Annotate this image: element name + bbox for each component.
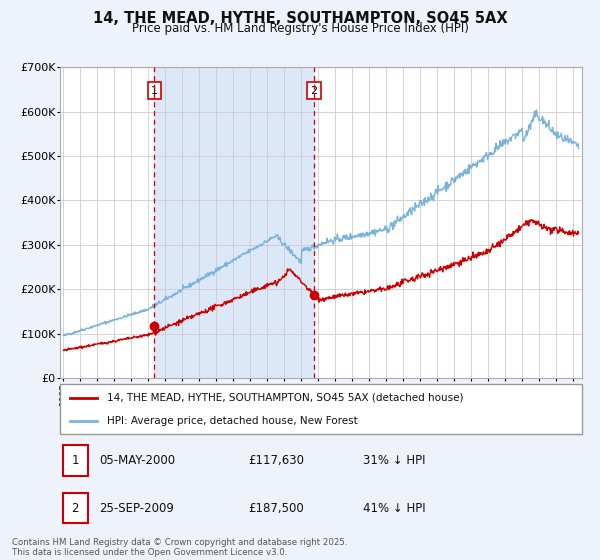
Text: 1: 1: [151, 86, 158, 96]
Text: Price paid vs. HM Land Registry's House Price Index (HPI): Price paid vs. HM Land Registry's House …: [131, 22, 469, 35]
Text: 14, THE MEAD, HYTHE, SOUTHAMPTON, SO45 5AX (detached house): 14, THE MEAD, HYTHE, SOUTHAMPTON, SO45 5…: [107, 393, 463, 403]
Text: 1: 1: [71, 454, 79, 467]
FancyBboxPatch shape: [62, 445, 88, 476]
Text: £117,630: £117,630: [248, 454, 304, 467]
Text: 41% ↓ HPI: 41% ↓ HPI: [363, 502, 425, 515]
Text: 31% ↓ HPI: 31% ↓ HPI: [363, 454, 425, 467]
Text: 2: 2: [71, 502, 79, 515]
Text: 2: 2: [310, 86, 317, 96]
Text: 25-SEP-2009: 25-SEP-2009: [99, 502, 174, 515]
Text: £187,500: £187,500: [248, 502, 304, 515]
FancyBboxPatch shape: [62, 493, 88, 524]
Text: HPI: Average price, detached house, New Forest: HPI: Average price, detached house, New …: [107, 416, 358, 426]
Text: Contains HM Land Registry data © Crown copyright and database right 2025.
This d: Contains HM Land Registry data © Crown c…: [12, 538, 347, 557]
FancyBboxPatch shape: [60, 384, 582, 434]
Text: 05-MAY-2000: 05-MAY-2000: [99, 454, 175, 467]
Bar: [154, 67, 314, 378]
Text: 14, THE MEAD, HYTHE, SOUTHAMPTON, SO45 5AX: 14, THE MEAD, HYTHE, SOUTHAMPTON, SO45 5…: [92, 11, 508, 26]
